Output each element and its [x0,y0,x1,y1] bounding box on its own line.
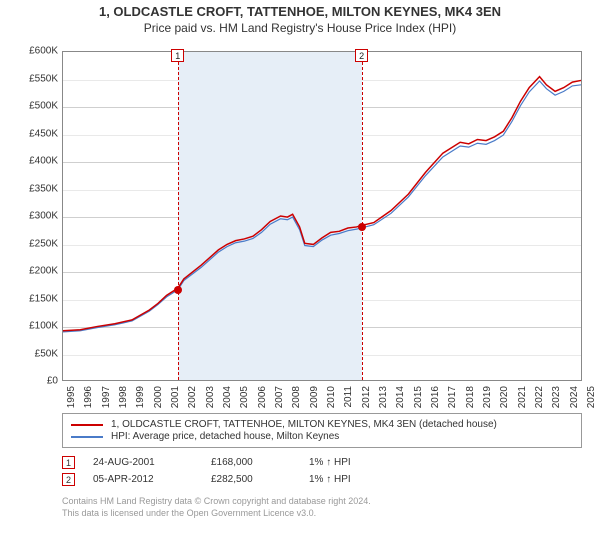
y-tick-label: £0 [47,376,58,387]
y-tick-label: £600K [29,46,58,57]
legend-label: 1, OLDCASTLE CROFT, TATTENHOE, MILTON KE… [111,419,497,430]
sale-marker: 1 [171,49,184,62]
y-tick-label: £50K [35,348,58,359]
y-tick-label: £400K [29,156,58,167]
series-property [63,77,581,331]
sale-price: £282,500 [211,474,291,485]
footer-line: This data is licensed under the Open Gov… [62,508,588,520]
y-tick-label: £350K [29,183,58,194]
legend-swatch [71,436,103,438]
y-tick-label: £300K [29,211,58,222]
sales-list: 1 24-AUG-2001 £168,000 1% ↑ HPI 2 05-APR… [62,456,588,486]
sale-price: £168,000 [211,457,291,468]
y-tick-label: £500K [29,101,58,112]
sale-row: 1 24-AUG-2001 £168,000 1% ↑ HPI [62,456,588,469]
legend-item-hpi: HPI: Average price, detached house, Milt… [71,431,573,442]
legend: 1, OLDCASTLE CROFT, TATTENHOE, MILTON KE… [62,413,582,448]
legend-item-property: 1, OLDCASTLE CROFT, TATTENHOE, MILTON KE… [71,419,573,430]
sale-index-box: 1 [62,456,75,469]
sale-date: 24-AUG-2001 [93,457,193,468]
series-hpi [63,81,581,332]
legend-swatch [71,424,103,426]
y-tick-label: £100K [29,321,58,332]
y-tick-label: £250K [29,238,58,249]
page-title: 1, OLDCASTLE CROFT, TATTENHOE, MILTON KE… [12,4,588,19]
y-tick-label: £450K [29,128,58,139]
sale-pct: 1% ↑ HPI [309,474,351,485]
footer-line: Contains HM Land Registry data © Crown c… [62,496,588,508]
y-tick-label: £200K [29,266,58,277]
sale-marker: 2 [355,49,368,62]
legend-label: HPI: Average price, detached house, Milt… [111,431,339,442]
sale-pct: 1% ↑ HPI [309,457,351,468]
page-subtitle: Price paid vs. HM Land Registry's House … [12,21,588,35]
footer: Contains HM Land Registry data © Crown c… [62,496,588,519]
sale-index-box: 2 [62,473,75,486]
sale-date: 05-APR-2012 [93,474,193,485]
chart: £0 £50K £100K £150K £200K £250K £300K £350K £400… [12,41,588,411]
y-tick-label: £550K [29,73,58,84]
y-tick-label: £150K [29,293,58,304]
plot-area: 12 1995199619971998199920002001200220032… [62,51,582,381]
sale-row: 2 05-APR-2012 £282,500 1% ↑ HPI [62,473,588,486]
